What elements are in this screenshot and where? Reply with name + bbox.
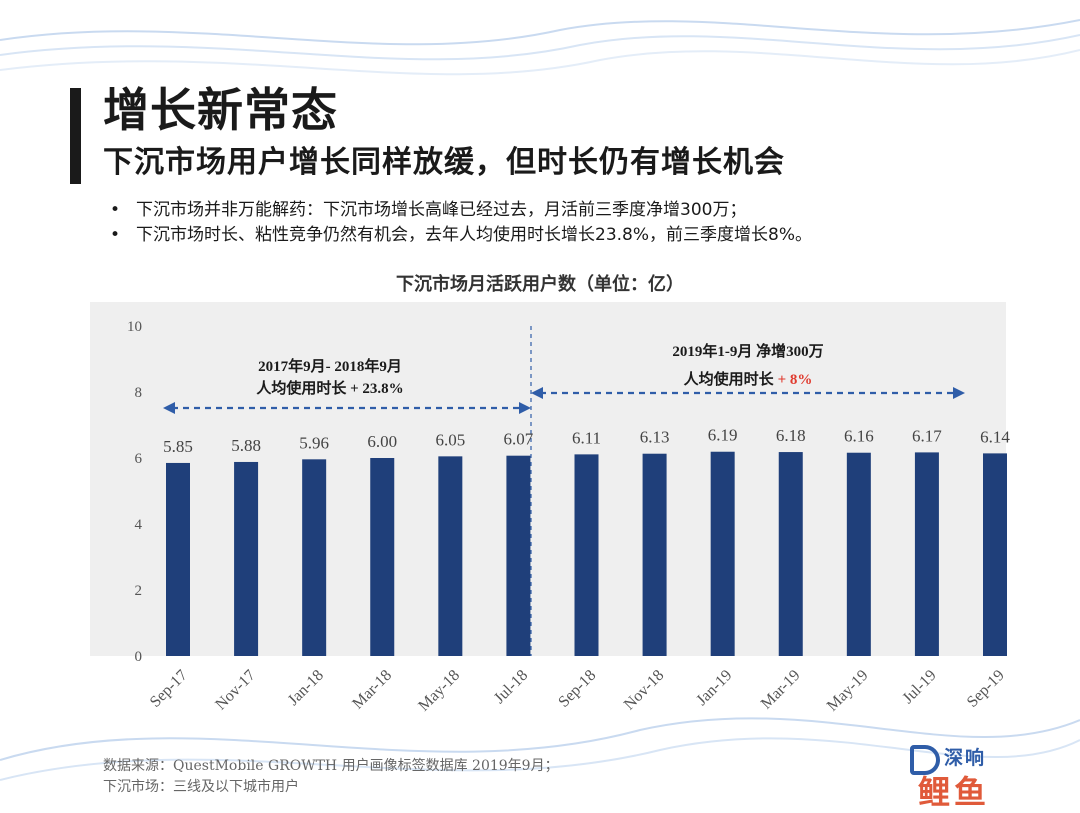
source-line: 下沉市场：三线及以下城市用户 xyxy=(103,779,299,795)
logo-mark-icon xyxy=(910,745,940,775)
value-label: 5.85 xyxy=(163,437,193,456)
left-annotation-line1: 2017年9月- 2018年9月 xyxy=(258,357,402,375)
y-tick-label: 10 xyxy=(127,319,142,335)
bar xyxy=(574,454,599,656)
page-title: 增长新常态 xyxy=(103,83,338,137)
value-label: 6.00 xyxy=(367,432,397,451)
value-label: 5.96 xyxy=(299,433,329,452)
left-annotation-line2: 人均使用时长 + 23.8% xyxy=(256,379,403,397)
x-tick-label: Jul-19 xyxy=(899,667,939,707)
right-annotation-highlight: + 8% xyxy=(778,372,813,388)
bullet-item: 下沉市场并非万能解药：下沉市场增长高峰已经过去，月活前三季度净增300万； xyxy=(110,198,812,223)
value-label: 6.19 xyxy=(708,426,738,445)
value-label: 6.11 xyxy=(572,428,601,447)
y-tick-label: 4 xyxy=(135,517,143,533)
bar xyxy=(438,456,463,656)
bar xyxy=(370,458,395,656)
right-arrow-head-left xyxy=(531,387,543,399)
x-tick-label: Nov-18 xyxy=(621,667,668,714)
bullet-item: 下沉市场时长、粘性竞争仍然有机会，去年人均使用时长增长23.8%，前三季度增长8… xyxy=(110,223,812,248)
bar xyxy=(302,459,327,656)
y-tick-label: 2 xyxy=(135,583,143,599)
data-source-note: 数据来源：QuestMobile GROWTH 用户画像标签数据库 2019年9… xyxy=(103,756,559,798)
logo-top-text: 深响 xyxy=(944,747,987,769)
logo-bottom-text: 鲤鱼 xyxy=(918,773,991,811)
bar xyxy=(846,452,871,656)
x-tick-label: Mar-18 xyxy=(349,667,395,713)
x-tick-label: Sep-18 xyxy=(555,667,599,711)
bar xyxy=(506,455,531,656)
brand-logo: 深响 鲤鱼 xyxy=(910,745,1070,811)
x-tick-label: Jan-19 xyxy=(693,667,735,709)
left-arrow-head-left xyxy=(163,402,175,414)
value-label: 6.05 xyxy=(435,430,465,449)
value-label: 6.13 xyxy=(640,428,670,447)
bar xyxy=(234,461,259,656)
page-subtitle: 下沉市场用户增长同样放缓，但时长仍有增长机会 xyxy=(103,145,785,180)
value-label: 5.88 xyxy=(231,436,261,455)
value-label: 6.14 xyxy=(980,427,1010,446)
x-tick-label: May-18 xyxy=(415,667,463,715)
y-tick-label: 6 xyxy=(135,451,143,467)
x-tick-label: Sep-19 xyxy=(964,667,1008,711)
x-axis-labels: Sep-17 Nov-17 Jan-18 Mar-18 May-18 Jul-18 Sep-… xyxy=(147,667,1008,715)
value-label: 6.18 xyxy=(776,426,806,445)
x-tick-label: Jul-18 xyxy=(491,667,531,707)
y-tick-label: 0 xyxy=(135,649,143,665)
left-arrow-head-right xyxy=(519,402,531,414)
value-label: 6.17 xyxy=(912,426,942,445)
x-tick-label: Jan-18 xyxy=(285,667,327,709)
right-arrow-head-right xyxy=(953,387,965,399)
right-annotation-line1: 2019年1-9月 净增300万 xyxy=(672,342,823,360)
bar xyxy=(914,452,939,656)
value-label: 6.07 xyxy=(504,430,534,449)
x-tick-label: Mar-19 xyxy=(758,667,804,713)
value-label: 6.16 xyxy=(844,427,874,446)
bar xyxy=(778,452,803,656)
bar-series xyxy=(166,451,1007,656)
y-tick-label: 8 xyxy=(135,385,143,401)
bar xyxy=(710,451,735,656)
x-tick-label: Sep-17 xyxy=(147,667,191,711)
right-annotation-line2: 人均使用时长 + 8% xyxy=(684,370,813,388)
bar xyxy=(166,462,190,656)
right-annotation-prefix: 人均使用时长 xyxy=(684,370,775,388)
y-axis-ticks: 0 2 4 6 8 10 xyxy=(127,319,143,665)
x-tick-label: May-19 xyxy=(824,667,872,715)
source-line: 数据来源：QuestMobile GROWTH 用户画像标签数据库 2019年9… xyxy=(103,758,559,774)
chart-title: 下沉市场月活跃用户数（单位：亿） xyxy=(396,274,684,295)
title-accent-bar xyxy=(70,88,81,184)
bar xyxy=(642,453,667,656)
value-labels: 5.85 5.88 5.96 6.00 6.05 6.07 6.11 6.13 6.19 6.18… xyxy=(163,426,1010,456)
bar xyxy=(983,453,1007,656)
bullet-list: 下沉市场并非万能解药：下沉市场增长高峰已经过去，月活前三季度净增300万； 下沉… xyxy=(110,198,812,248)
x-tick-label: Nov-17 xyxy=(212,667,259,714)
